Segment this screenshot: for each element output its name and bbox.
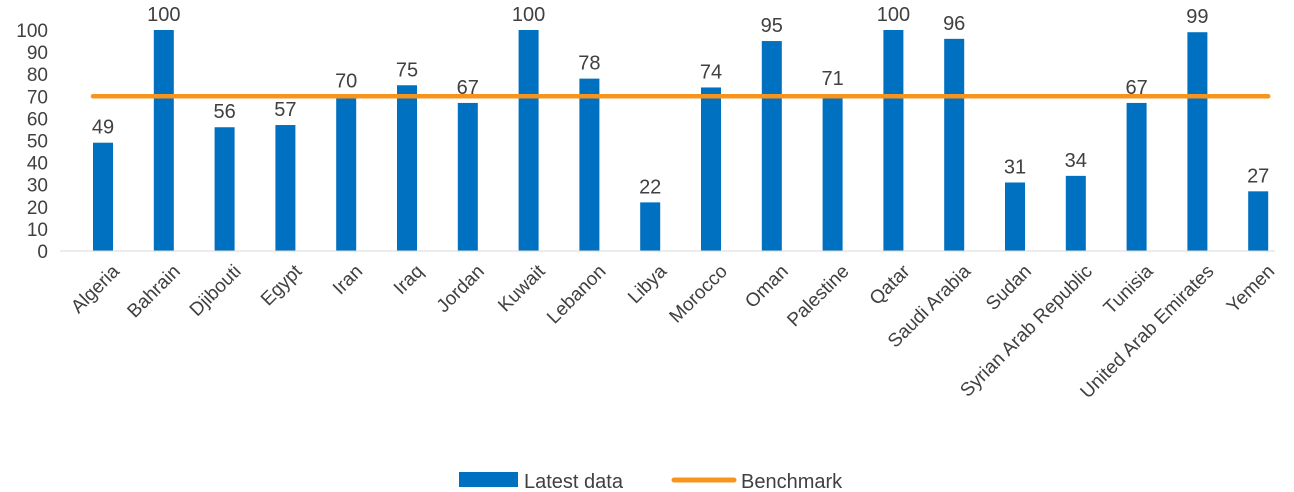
x-category-algeria: Algeria (67, 261, 124, 318)
bar-iran (336, 96, 357, 251)
data-label-syrian-arab-republic: 34 (1065, 150, 1087, 172)
bar-yemen (1248, 191, 1269, 251)
bar-lebanon (579, 78, 600, 252)
bar-sudan (1005, 182, 1025, 251)
y-tick-label-50: 50 (27, 132, 48, 153)
x-category-jordan: Jordan (433, 261, 489, 317)
data-label-yemen: 27 (1247, 165, 1269, 187)
data-label-kuwait: 100 (512, 4, 545, 26)
bar-libya (640, 202, 661, 251)
bar-kuwait (518, 30, 539, 251)
data-label-lebanon: 78 (578, 53, 600, 75)
data-label-united-arab-emirates: 99 (1186, 6, 1208, 28)
data-label-iraq: 75 (396, 59, 418, 81)
x-category-morocco: Morocco (666, 261, 732, 327)
data-label-egypt: 57 (274, 99, 296, 121)
legend-label-latest-data: Latest data (524, 471, 624, 492)
data-label-morocco: 74 (700, 61, 722, 83)
y-tick-label-80: 80 (27, 65, 48, 86)
x-category-yemen: Yemen (1223, 261, 1279, 317)
x-category-lebanon: Lebanon (543, 261, 610, 328)
x-category-tunisia: Tunisia (1100, 261, 1158, 319)
x-axis-categories: Algeria Bahrain Djibouti Egypt Iran Iraq Jorda… (67, 261, 1279, 403)
data-label-iran: 70 (335, 70, 357, 92)
bar-tunisia (1126, 102, 1147, 252)
data-label-algeria: 49 (92, 117, 114, 139)
bar-algeria (93, 142, 113, 251)
y-tick-label-40: 40 (27, 154, 48, 175)
data-label-sudan: 31 (1004, 156, 1026, 178)
y-tick-label-0: 0 (37, 242, 48, 263)
legend: Latest data Benchmark (459, 471, 843, 492)
y-tick-label-90: 90 (27, 43, 48, 64)
data-label-bahrain: 100 (147, 4, 180, 26)
x-category-djibouti: Djibouti (186, 261, 246, 321)
y-tick-label-30: 30 (27, 176, 48, 197)
x-category-sudan: Sudan (982, 261, 1036, 315)
y-tick-label-60: 60 (27, 109, 48, 130)
data-label-jordan: 67 (457, 77, 479, 99)
x-category-libya: Libya (624, 261, 671, 308)
x-category-palestine: Palestine (783, 261, 853, 331)
legend-swatch-latest-data (459, 472, 518, 487)
data-label-tunisia: 67 (1125, 77, 1147, 99)
y-tick-label-70: 70 (27, 87, 48, 108)
bars-series (93, 30, 1269, 252)
bar-djibouti (214, 127, 235, 251)
x-category-bahrain: Bahrain (124, 261, 185, 322)
bar-morocco (701, 87, 721, 252)
bar-oman (761, 41, 782, 251)
bar-palestine (822, 94, 843, 251)
bar-jordan (457, 102, 478, 252)
bar-bahrain (153, 30, 174, 251)
x-category-iraq: Iraq (390, 261, 428, 299)
x-category-egypt: Egypt (257, 261, 307, 311)
y-tick-label-100: 100 (16, 21, 48, 42)
x-category-qatar: Qatar (866, 261, 915, 310)
bar-united-arab-emirates (1187, 32, 1208, 252)
data-label-saudi-arabia: 96 (943, 13, 965, 35)
data-label-qatar: 100 (877, 4, 910, 26)
y-tick-label-20: 20 (27, 198, 48, 219)
data-label-djibouti: 56 (213, 101, 235, 123)
y-tick-label-10: 10 (27, 220, 48, 241)
bar-syrian-arab-republic (1065, 175, 1086, 251)
bar-saudi-arabia (944, 38, 965, 252)
x-category-kuwait: Kuwait (494, 261, 550, 317)
x-category-iran: Iran (329, 261, 367, 299)
legend-label-benchmark: Benchmark (741, 471, 843, 492)
bar-egypt (275, 125, 296, 251)
bar-qatar (883, 30, 904, 251)
bar-iraq (397, 85, 417, 251)
data-labels: 49 100 56 57 70 75 67 100 78 22 74 95 71 100 96 31 34 67 9… (92, 4, 1269, 198)
data-label-oman: 95 (761, 15, 783, 37)
data-label-libya: 22 (639, 176, 661, 198)
x-category-oman: Oman (741, 261, 792, 312)
data-label-palestine: 71 (821, 68, 843, 90)
